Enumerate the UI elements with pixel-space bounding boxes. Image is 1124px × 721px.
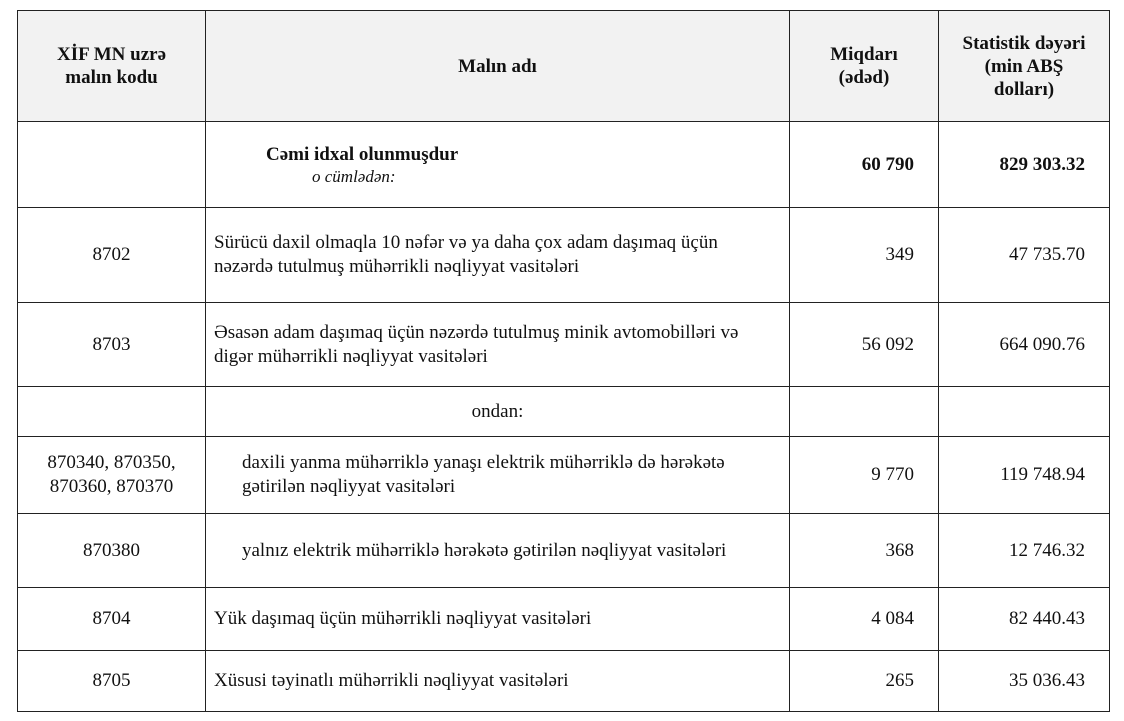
- row-qty: 9 770: [789, 436, 939, 514]
- row-name: daxili yanma mühərriklə yanaşı elektrik …: [205, 436, 790, 514]
- row-code: 8704: [17, 587, 206, 651]
- row-name: yalnız elektrik mühərriklə hərəkətə gəti…: [205, 513, 790, 588]
- row-name: Əsasən adam daşımaq üçün nəzərdə tutulmu…: [205, 302, 790, 387]
- ondan-row: ondan:: [17, 386, 1110, 437]
- header-row: XİF MN uzrə malın kodu Malın adı Miqdarı…: [17, 10, 1110, 122]
- total-code: [17, 121, 206, 208]
- row-qty: 56 092: [789, 302, 939, 387]
- ondan-label: ondan:: [205, 386, 790, 437]
- row-qty: 4 084: [789, 587, 939, 651]
- row-qty: 349: [789, 207, 939, 303]
- table-row: 870380 yalnız elektrik mühərriklə hərəkə…: [17, 513, 1110, 588]
- header-value: Statistik dəyəri (min ABŞ dolları): [938, 10, 1110, 122]
- header-code: XİF MN uzrə malın kodu: [17, 10, 206, 122]
- row-value: 119 748.94: [938, 436, 1110, 514]
- import-table: XİF MN uzrə malın kodu Malın adı Miqdarı…: [17, 10, 1110, 712]
- table-row: 8705 Xüsusi təyinatlı mühərrikli nəqliyy…: [17, 650, 1110, 712]
- row-name: Yük daşımaq üçün mühərrikli nəqliyyat va…: [205, 587, 790, 651]
- row-name: Sürücü daxil olmaqla 10 nəfər və ya daha…: [205, 207, 790, 303]
- row-qty: 368: [789, 513, 939, 588]
- ondan-value: [938, 386, 1110, 437]
- row-value: 12 746.32: [938, 513, 1110, 588]
- row-code: 870380: [17, 513, 206, 588]
- header-qty: Miqdarı (ədəd): [789, 10, 939, 122]
- ondan-code: [17, 386, 206, 437]
- row-value: 82 440.43: [938, 587, 1110, 651]
- ondan-qty: [789, 386, 939, 437]
- total-name: Cəmi idxal olunmuşdur o cümlədən:: [205, 121, 790, 208]
- row-value: 664 090.76: [938, 302, 1110, 387]
- row-value: 35 036.43: [938, 650, 1110, 712]
- row-code: 8702: [17, 207, 206, 303]
- row-qty: 265: [789, 650, 939, 712]
- total-sublabel: o cümlədən:: [312, 166, 396, 186]
- header-name: Malın adı: [205, 10, 790, 122]
- total-row: Cəmi idxal olunmuşdur o cümlədən: 60 790…: [17, 121, 1110, 208]
- table-row: 8703 Əsasən adam daşımaq üçün nəzərdə tu…: [17, 302, 1110, 387]
- table-row: 8702 Sürücü daxil olmaqla 10 nəfər və ya…: [17, 207, 1110, 303]
- row-code: 8703: [17, 302, 206, 387]
- table-row: 8704 Yük daşımaq üçün mühərrikli nəqliyy…: [17, 587, 1110, 651]
- total-value: 829 303.32: [938, 121, 1110, 208]
- table-row: 870340, 870350, 870360, 870370 daxili ya…: [17, 436, 1110, 514]
- total-label: Cəmi idxal olunmuşdur: [266, 143, 459, 165]
- row-name: Xüsusi təyinatlı mühərrikli nəqliyyat va…: [205, 650, 790, 712]
- row-value: 47 735.70: [938, 207, 1110, 303]
- row-code: 8705: [17, 650, 206, 712]
- row-code: 870340, 870350, 870360, 870370: [17, 436, 206, 514]
- total-qty: 60 790: [789, 121, 939, 208]
